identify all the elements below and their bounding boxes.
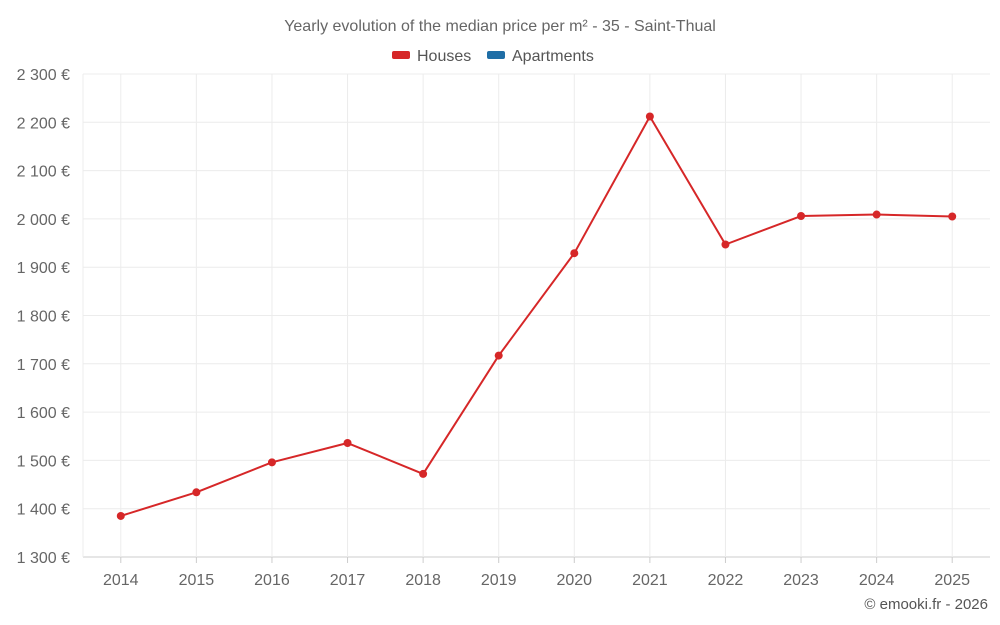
y-tick-label: 1 800 € (17, 309, 70, 326)
y-tick-label: 1 600 € (17, 405, 70, 422)
y-tick-label: 2 100 € (17, 164, 70, 181)
legend-label-apartments: Apartments (512, 48, 594, 65)
x-tick-label: 2022 (708, 572, 744, 589)
data-point-houses[interactable] (570, 249, 579, 258)
data-point-houses[interactable] (645, 112, 654, 121)
data-point-houses[interactable] (797, 212, 806, 221)
x-tick-label: 2020 (556, 572, 592, 589)
y-tick-label: 2 300 € (17, 67, 70, 84)
grid (82, 73, 990, 563)
y-tick-label: 2 200 € (17, 115, 70, 132)
legend-swatch-apartments (487, 51, 505, 59)
x-tick-label: 2019 (481, 572, 517, 589)
x-tick-label: 2021 (632, 572, 668, 589)
legend-label-houses: Houses (417, 48, 471, 65)
legend-item-apartments[interactable]: Apartments (487, 48, 594, 65)
legend: Houses Apartments (392, 48, 594, 65)
x-tick-label: 2014 (103, 572, 139, 589)
y-tick-label: 1 700 € (17, 357, 70, 374)
data-point-houses[interactable] (116, 511, 125, 520)
x-tick-label: 2016 (254, 572, 290, 589)
legend-swatch-houses (392, 51, 410, 59)
data-point-houses[interactable] (721, 240, 730, 249)
y-tick-label: 2 000 € (17, 212, 70, 229)
x-tick-label: 2015 (179, 572, 215, 589)
x-tick-label: 2017 (330, 572, 366, 589)
x-tick-label: 2024 (859, 572, 895, 589)
data-point-houses[interactable] (267, 458, 276, 467)
x-tick-label: 2023 (783, 572, 819, 589)
chart-title: Yearly evolution of the median price per… (284, 18, 716, 35)
y-axis-ticks: 1 300 € 1 400 € 1 500 € 1 600 € 1 700 € 1 800… (17, 67, 70, 567)
series (116, 112, 957, 520)
data-point-houses[interactable] (192, 488, 201, 497)
y-tick-label: 1 900 € (17, 260, 70, 277)
credit-text: © emooki.fr - 2026 (864, 596, 988, 613)
series-line-houses (120, 115, 953, 517)
legend-item-houses[interactable]: Houses (392, 48, 471, 65)
data-point-houses[interactable] (343, 439, 352, 448)
y-tick-label: 1 400 € (17, 502, 70, 519)
y-tick-label: 1 500 € (17, 453, 70, 470)
x-axis-ticks: 2014 2015 2016 2017 2018 2019 2020 2021 2022 2023… (103, 572, 970, 589)
x-tick-label: 2018 (405, 572, 441, 589)
data-point-houses[interactable] (419, 469, 428, 478)
y-tick-label: 1 300 € (17, 550, 70, 567)
data-point-houses[interactable] (494, 351, 503, 360)
x-tick-label: 2025 (934, 572, 970, 589)
data-point-houses[interactable] (872, 210, 881, 219)
data-point-houses[interactable] (948, 212, 957, 221)
